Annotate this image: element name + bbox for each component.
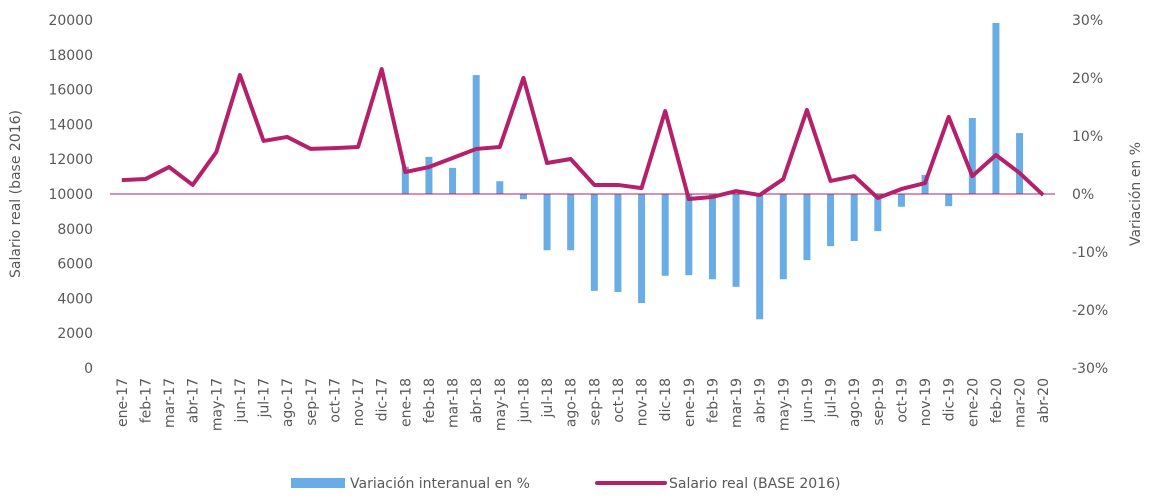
bar: [472, 75, 480, 194]
y-tick-label: 14000: [48, 117, 93, 133]
x-tick-label: nov-18: [635, 378, 651, 426]
x-tick-label: dic-19: [942, 378, 958, 421]
bar: [685, 194, 693, 276]
x-tick-label: feb-20: [989, 378, 1005, 423]
x-tick-label: sep-17: [304, 378, 320, 426]
x-tick-label: nov-19: [918, 378, 934, 426]
bar: [779, 194, 787, 280]
x-tick-label: ago-19: [847, 378, 863, 427]
y2-axis-title: Variación en %: [1128, 142, 1144, 246]
x-tick-label: abr-18: [469, 378, 485, 423]
bar: [449, 167, 457, 194]
x-tick-label: ago-18: [564, 378, 580, 427]
x-tick-label: dic-18: [658, 378, 674, 421]
bar: [661, 194, 669, 276]
y-tick-label: 8000: [57, 222, 93, 238]
y-tick-label: 0: [84, 361, 93, 377]
x-tick-label: sep-19: [871, 378, 887, 426]
y-axis-title: Salario real (base 2016): [8, 110, 24, 278]
bar: [638, 194, 646, 304]
x-tick-label: abr-20: [1036, 378, 1052, 423]
bar: [519, 194, 527, 200]
y-tick-label: 18000: [48, 48, 93, 64]
bar: [968, 118, 976, 194]
bar: [945, 194, 953, 207]
x-tick-label: jun-19: [800, 378, 816, 424]
x-tick-label: dic-17: [375, 378, 391, 421]
x-tick-label: feb-17: [138, 378, 154, 423]
y-tick-label: 12000: [48, 152, 93, 168]
y-tick-label: 16000: [48, 83, 93, 99]
y2-tick-label: 30%: [1072, 13, 1103, 29]
bar: [590, 194, 598, 291]
bar: [425, 156, 433, 194]
y-tick-label: 10000: [48, 187, 93, 203]
y-tick-label: 6000: [57, 257, 93, 273]
x-tick-label: sep-18: [587, 378, 603, 426]
y2-tick-label: -30%: [1072, 361, 1108, 377]
y2-tick-label: 0%: [1072, 187, 1094, 203]
y2-tick-label: -20%: [1072, 303, 1108, 319]
line: [121, 67, 1045, 202]
legend-label: Variación interanual en %: [350, 476, 530, 492]
x-tick-label: nov-17: [351, 378, 367, 426]
x-tick-label: mar-20: [1013, 378, 1029, 428]
x-tick-label: ene-20: [965, 378, 981, 427]
x-tick-label: jul-19: [824, 378, 840, 419]
bar: [897, 194, 905, 207]
x-tick-label: ene-18: [398, 378, 414, 427]
bar: [732, 194, 740, 287]
x-tick-label: oct-18: [611, 378, 627, 423]
legend-swatch: [291, 478, 345, 488]
x-tick-label: jun-18: [516, 378, 532, 424]
bar: [401, 166, 409, 194]
x-tick-label: abr-19: [753, 378, 769, 423]
x-tick-label: jun-17: [233, 378, 249, 424]
bar: [756, 194, 764, 320]
bar: [1016, 133, 1024, 194]
x-tick-label: ene-19: [682, 378, 698, 427]
bar: [874, 194, 882, 232]
y-tick-label: 20000: [48, 13, 93, 29]
legend-label: Salario real (BASE 2016): [669, 476, 841, 492]
bar: [803, 194, 811, 261]
x-tick-label: ene-17: [115, 378, 131, 427]
y-tick-label: 2000: [57, 326, 93, 342]
x-tick-label: jul-17: [257, 378, 273, 419]
bar: [827, 194, 835, 247]
x-tick-label: jul-18: [540, 378, 556, 419]
x-tick-label: feb-18: [422, 378, 438, 423]
x-tick-label: mar-19: [729, 378, 745, 428]
x-tick-label: mar-18: [446, 378, 462, 428]
bar: [708, 194, 716, 280]
y2-tick-label: 10%: [1072, 129, 1103, 145]
y2-tick-label: -10%: [1072, 245, 1108, 261]
x-tick-label: may-17: [209, 378, 225, 431]
bar: [992, 22, 1000, 195]
y-tick-label: 4000: [57, 291, 93, 307]
x-tick-label: may-18: [493, 378, 509, 431]
x-tick-label: feb-19: [705, 378, 721, 423]
bar: [850, 194, 858, 241]
bar: [614, 194, 622, 293]
bar: [567, 194, 575, 251]
bar: [496, 181, 504, 194]
y2-tick-label: 20%: [1072, 71, 1103, 87]
x-tick-label: may-19: [776, 378, 792, 431]
bar: [543, 194, 551, 251]
x-tick-label: ago-17: [280, 378, 296, 427]
x-tick-label: oct-19: [894, 378, 910, 423]
x-tick-label: abr-17: [186, 378, 202, 423]
x-tick-label: oct-17: [327, 378, 343, 423]
x-tick-label: mar-17: [162, 378, 178, 428]
